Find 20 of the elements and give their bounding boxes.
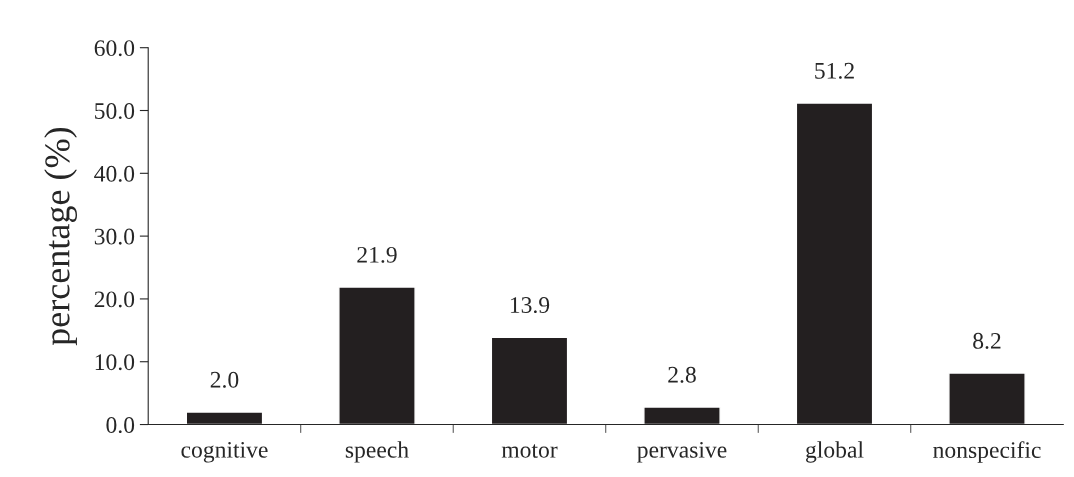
y-tick-label: 10.0 (95, 354, 135, 371)
data-label: 8.2 (973, 332, 1001, 349)
y-tick-label: 40.0 (94, 165, 135, 182)
x-tick-label: speech (345, 441, 409, 463)
data-label: 2.8 (668, 366, 696, 383)
data-label: 13.9 (510, 297, 550, 314)
y-tick-label: 60.0 (94, 40, 135, 57)
x-tick-label: global (806, 441, 864, 463)
data-label: 51.2 (815, 62, 854, 79)
y-tick-label: 20.0 (94, 291, 135, 308)
y-axis-title: percentage (%) (44, 127, 78, 346)
y-tick-label: 50.0 (95, 103, 135, 120)
y-tick-label: 0.0 (106, 417, 135, 434)
y-tick-label: 30.0 (94, 228, 135, 245)
x-tick-label: motor (501, 444, 558, 458)
data-label: 21.9 (357, 246, 397, 263)
x-tick-label: pervasive (637, 441, 727, 463)
x-tick-label: cognitive (181, 441, 268, 463)
data-label: 2.0 (210, 371, 239, 388)
x-tick-label: nonspecific (933, 441, 1041, 463)
